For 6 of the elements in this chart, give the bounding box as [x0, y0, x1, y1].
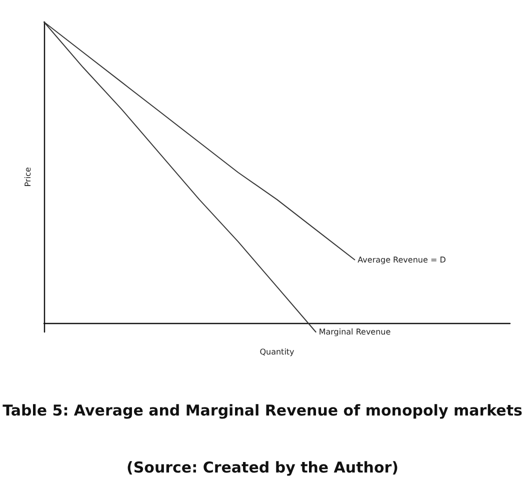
text: (Source: Created by the Author): [126, 458, 399, 476]
series-label: Average Revenue = D: [358, 255, 446, 264]
series-label: Marginal Revenue: [318, 328, 391, 336]
text: Table 5: Average and Marginal Revenue of monopoly markets: [2, 402, 522, 420]
x-axis-title: Quantity: [260, 348, 295, 356]
y-axis-title: Price: [24, 167, 32, 187]
